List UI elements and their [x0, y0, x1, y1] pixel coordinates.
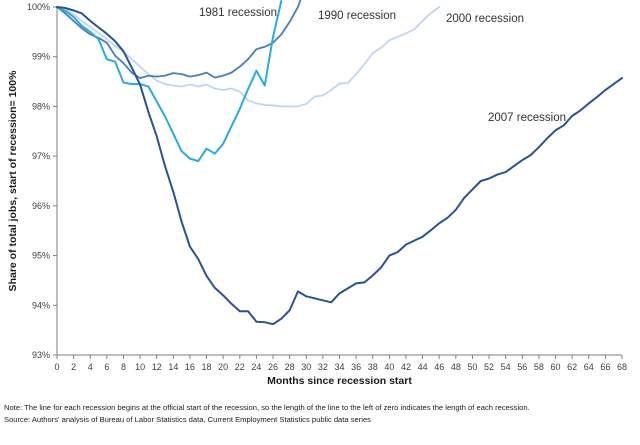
x-tick-label: 68: [617, 362, 627, 372]
series-label-2000-recession: 2000 recession: [446, 13, 524, 25]
x-tick-label: 2: [71, 362, 76, 372]
x-tick-label: 30: [301, 362, 311, 372]
chart-note: Note: The line for each recession begins…: [4, 403, 530, 412]
x-tick-label: 38: [368, 362, 378, 372]
x-tick-label: 6: [104, 362, 109, 372]
x-tick-label: 54: [501, 362, 511, 372]
x-tick-label: 20: [218, 362, 228, 372]
x-tick-label: 32: [318, 362, 328, 372]
x-tick-label: 62: [567, 362, 577, 372]
x-axis-title: Months since recession start: [267, 375, 412, 387]
x-tick-label: 66: [600, 362, 610, 372]
x-tick-label: 24: [251, 362, 261, 372]
y-tick-label: 97%: [32, 151, 50, 161]
axis-lines: [56, 7, 622, 356]
x-tick-label: 12: [152, 362, 162, 372]
y-tick-label: 99%: [32, 52, 50, 62]
x-tick-label: 28: [285, 362, 295, 372]
x-tick-label: 16: [185, 362, 195, 372]
y-tick-label: 100%: [27, 2, 50, 12]
x-tick-label: 58: [534, 362, 544, 372]
y-tick-label: 94%: [32, 300, 50, 310]
series-label-1981-recession: 1981 recession: [199, 7, 277, 19]
x-tick-label: 4: [88, 362, 93, 372]
x-tick-label: 8: [121, 362, 126, 372]
x-tick-label: 36: [351, 362, 361, 372]
x-tick-label: 60: [551, 362, 561, 372]
series-line-2007-recession: [56, 6, 623, 326]
y-tick-label: 93%: [32, 350, 50, 360]
x-tick-label: 0: [54, 362, 59, 372]
x-tick-label: 34: [334, 362, 344, 372]
x-tick-label: 56: [517, 362, 527, 372]
x-tick-label: 14: [168, 362, 178, 372]
x-tick-label: 44: [418, 362, 428, 372]
series-label-2007-recession: 2007 recession: [488, 112, 566, 124]
series-line-1990-recession: [56, 0, 302, 79]
x-tick-label: 48: [451, 362, 461, 372]
x-tick-label: 42: [401, 362, 411, 372]
x-tick-label: 18: [202, 362, 212, 372]
y-tick-label: 98%: [32, 101, 50, 111]
x-tick-label: 64: [584, 362, 594, 372]
x-tick-label: 40: [384, 362, 394, 372]
chart-source: Source: Authors' analysis of Bureau of L…: [4, 415, 371, 424]
series-label-1990-recession: 1990 recession: [318, 10, 396, 22]
y-tick-label: 96%: [32, 201, 50, 211]
y-tick-label: 95%: [32, 251, 50, 261]
x-tick-label: 22: [235, 362, 245, 372]
x-tick-label: 52: [484, 362, 494, 372]
x-tick-label: 50: [467, 362, 477, 372]
y-axis-title: Share of total jobs, start of recession=…: [7, 70, 19, 292]
x-tick-label: 46: [434, 362, 444, 372]
series-line-1981-recession: [56, 0, 283, 163]
x-tick-label: 10: [135, 362, 145, 372]
x-tick-label: 26: [268, 362, 278, 372]
series-line-2000-recession: [56, 6, 441, 108]
